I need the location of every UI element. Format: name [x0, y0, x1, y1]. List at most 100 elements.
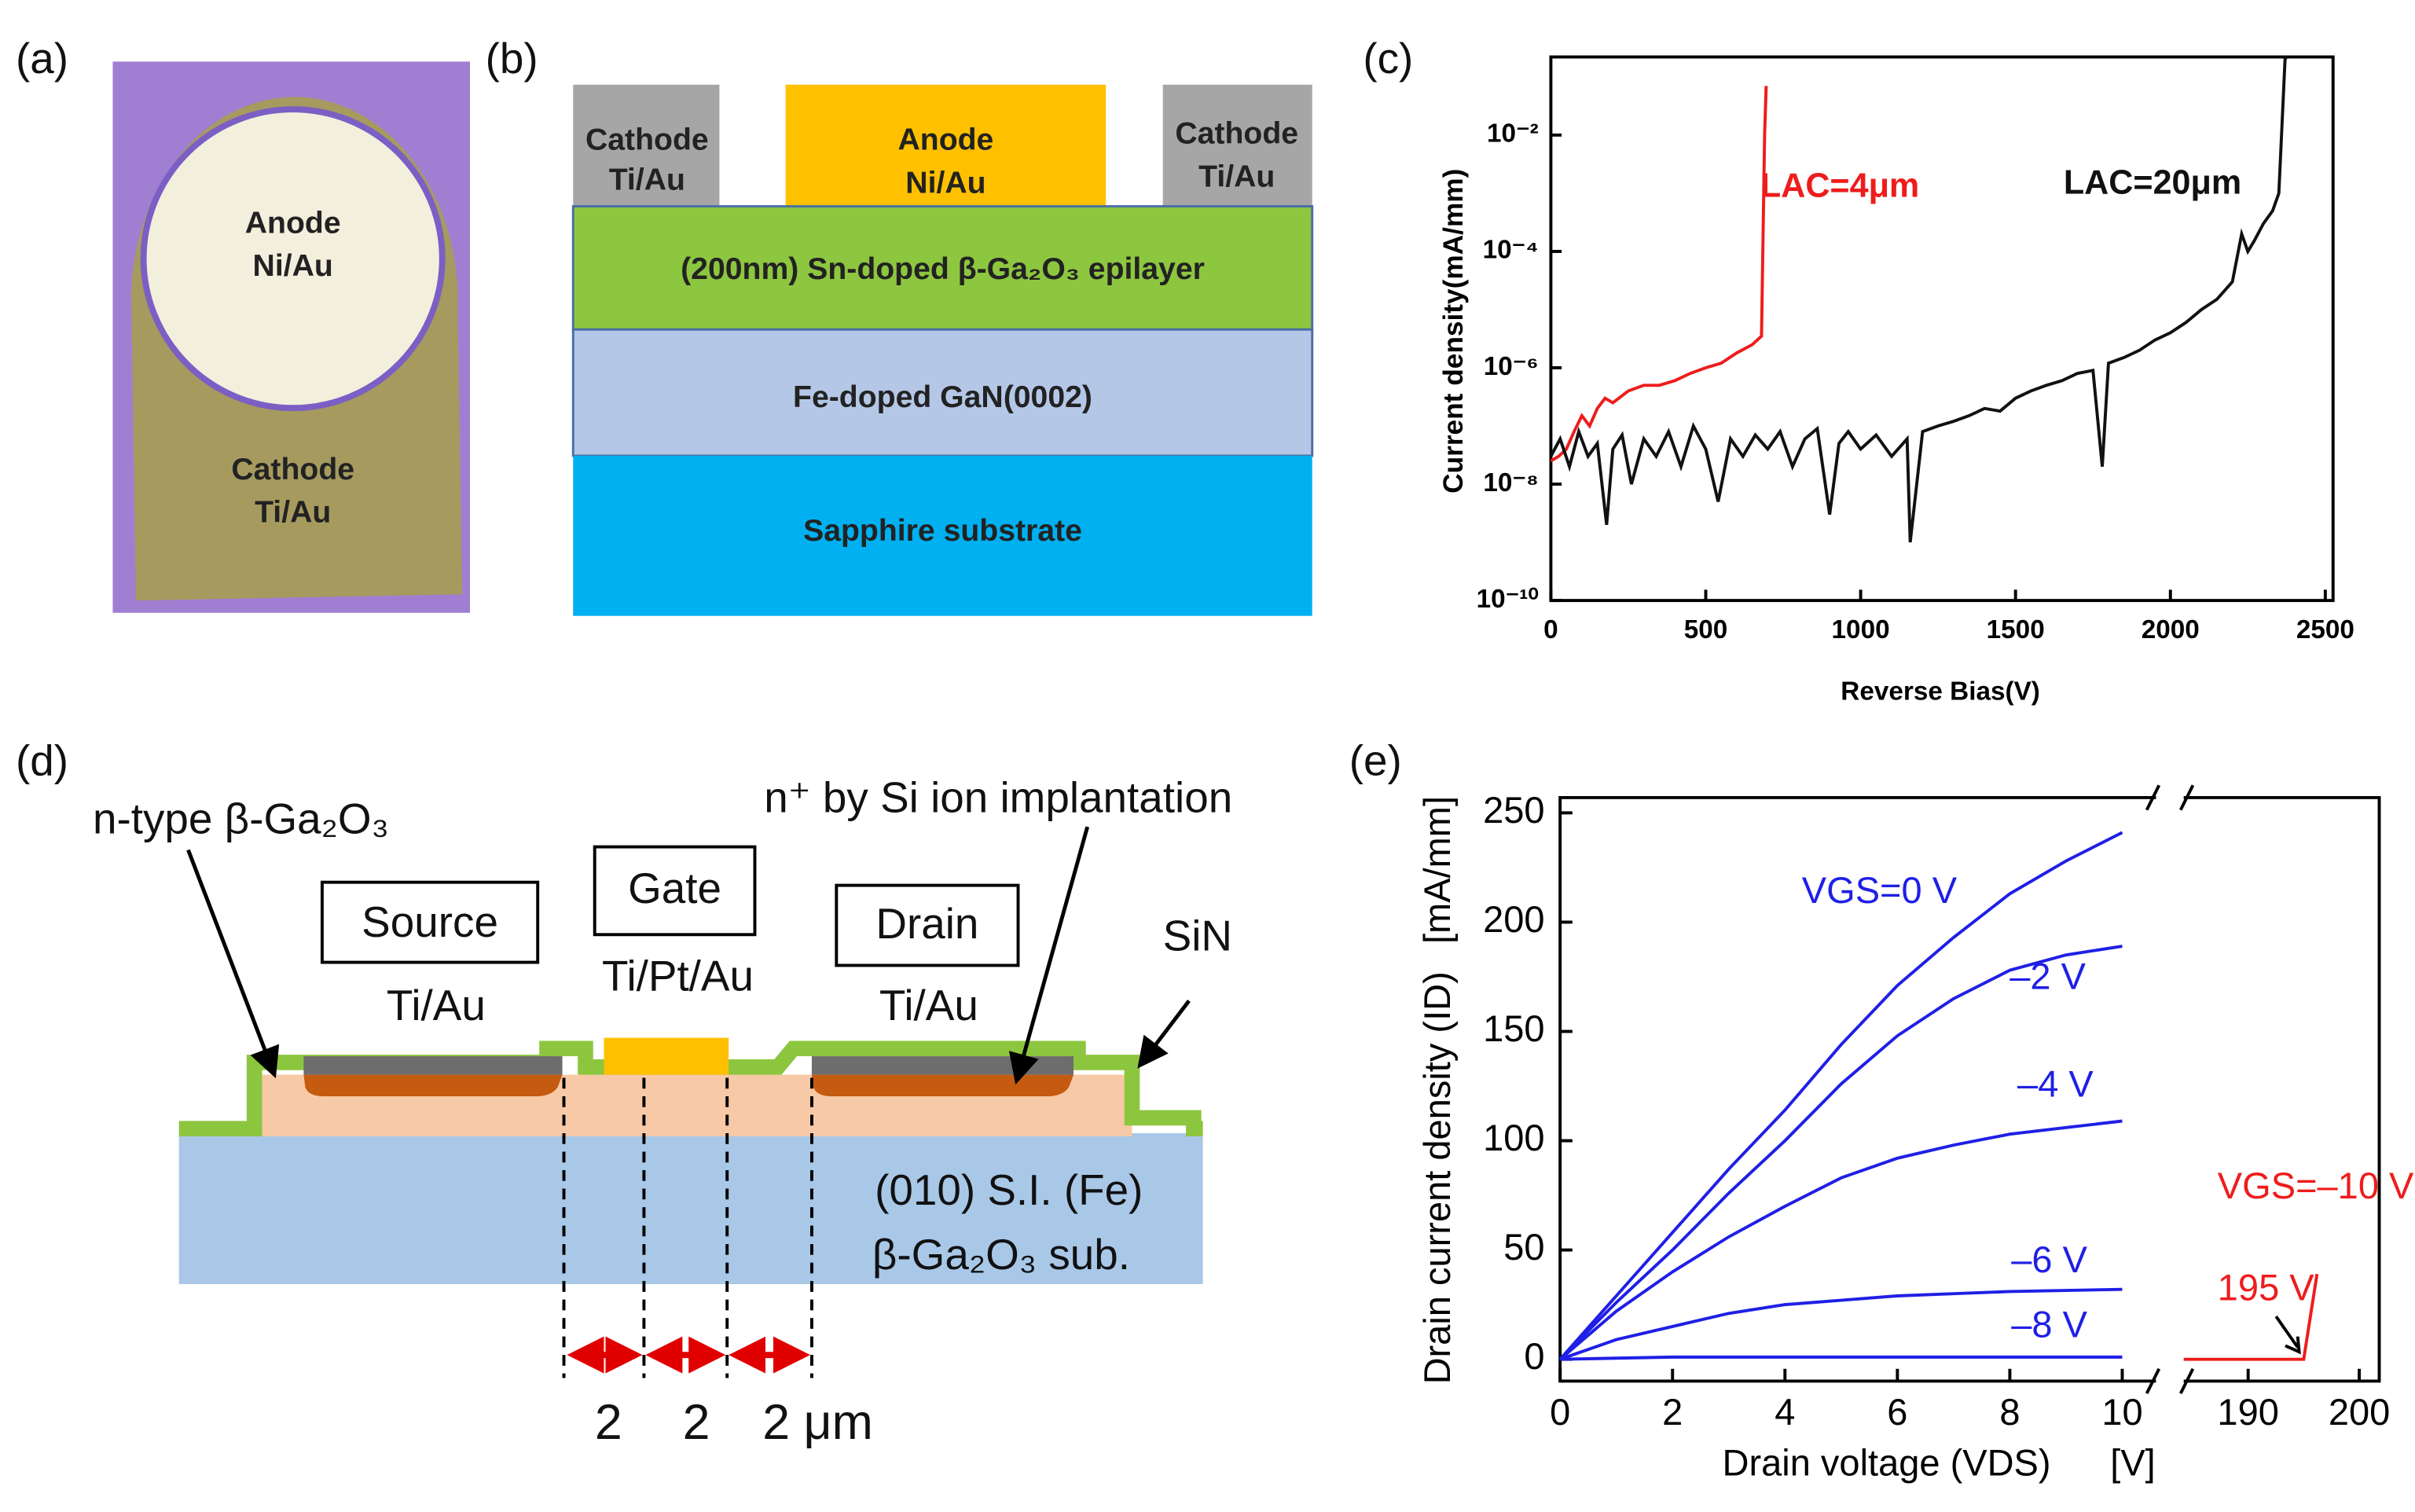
plot-frame [1558, 795, 2381, 1383]
x-axis-label: Drain voltage (VDS) [1722, 1442, 2050, 1484]
data-line [1559, 1287, 2123, 1361]
x-axis-label: Reverse Bias(V) [1841, 677, 2040, 706]
series-label: –8 V [2011, 1303, 2087, 1345]
label: Ti/Au [255, 496, 331, 530]
drain-box [835, 883, 1020, 967]
y-tick-label: 10⁻⁶ [1484, 352, 1539, 381]
x-tick-label: 190 [2217, 1391, 2278, 1433]
label: Ti/Au [1198, 160, 1275, 194]
x-tick-label: 1500 [1987, 615, 2045, 644]
series-label: VGS=–10 V [2218, 1165, 2414, 1206]
panel-label: (b) [486, 34, 538, 83]
cathode-contact [573, 84, 720, 207]
x-tick-label: 6 [1887, 1391, 1907, 1433]
implant-region [811, 1074, 1074, 1096]
x-tick-label: 200 [2329, 1391, 2390, 1433]
label: (010) S.I. (Fe) [875, 1165, 1143, 1214]
legend-label: LAC=4μm [1760, 167, 1919, 204]
x-tick-label: 2 [1662, 1391, 1683, 1433]
implant-region [303, 1074, 563, 1096]
data-line [1558, 945, 2123, 1361]
gate-box [593, 845, 757, 937]
label: 2 μm [762, 1395, 873, 1450]
series-label: –2 V [2009, 956, 2086, 997]
axis-break [2145, 784, 2195, 811]
panel-label: (a) [16, 34, 68, 83]
x-tick-label: 0 [1543, 615, 1558, 644]
y-tick-label: 0 [1524, 1335, 1544, 1377]
data-line [1550, 86, 1768, 463]
label: Ti/Au [387, 981, 486, 1029]
x-tick-label: 500 [1684, 615, 1728, 644]
y-axis-label: Current density(mA/mm) [1438, 169, 1469, 494]
y-tick-label: 100 [1483, 1117, 1544, 1158]
y-tick-label: 50 [1503, 1226, 1544, 1268]
x-tick-label: 10 [2101, 1391, 2142, 1433]
data-line [1558, 1119, 2123, 1361]
data-line [1558, 831, 2123, 1360]
annotation-arrow [2274, 1316, 2301, 1355]
source-box [320, 880, 540, 964]
label: β-Ga₂O₃ sub. [872, 1230, 1130, 1279]
data-line [1549, 56, 2288, 543]
y-tick-label: 150 [1483, 1007, 1544, 1049]
y-tick-label: 10⁻² [1487, 119, 1539, 149]
panel-label: (e) [1349, 736, 1402, 784]
label: 2 [683, 1395, 710, 1450]
series-label: –4 V [2017, 1063, 2094, 1105]
source-metal [303, 1056, 563, 1075]
callout-arrow [1008, 826, 1090, 1085]
label: Anode [897, 123, 993, 157]
label: n-type β-Ga₂O₃ [93, 795, 389, 843]
anode-contact [785, 84, 1107, 207]
data-line [1560, 1355, 2123, 1361]
substrate [178, 1133, 1203, 1285]
cathode-contact [1162, 84, 1312, 207]
label: Sapphire substrate [803, 514, 1082, 548]
y-tick-label: 10⁻⁴ [1483, 236, 1539, 265]
plot-frame [1549, 55, 2335, 603]
label: Anode [245, 206, 341, 240]
label: Cathode [231, 453, 354, 486]
panel-label: (c) [1363, 34, 1413, 83]
y-tick-label: 200 [1483, 898, 1544, 940]
label: Ni/Au [905, 166, 985, 200]
y-axis-label: Drain current density (ID) [1416, 971, 1458, 1384]
panel-label: (d) [16, 736, 68, 784]
label: Ti/Au [609, 163, 685, 197]
y-tick-label: 10⁻¹⁰ [1477, 585, 1539, 614]
label: Drain [875, 899, 978, 948]
gate-metal [604, 1037, 729, 1075]
x-tick-label: 0 [1550, 1391, 1570, 1433]
label: Source [362, 897, 498, 946]
label: 2 [595, 1395, 622, 1450]
data-line [2183, 1273, 2319, 1361]
y-tick-label: 10⁻⁸ [1483, 468, 1538, 497]
x-tick-label: 4 [1775, 1391, 1795, 1433]
label: Gate [628, 864, 721, 912]
substrate [573, 455, 1312, 616]
legend-label: LAC=20μm [2064, 164, 2241, 202]
epilayer [571, 205, 1314, 331]
callout-arrow [186, 849, 280, 1079]
label: Cathode [585, 123, 709, 157]
axis-break [2145, 1367, 2195, 1395]
x-tick-label: 1000 [1832, 615, 1890, 644]
x-tick-label: 2500 [2296, 615, 2354, 644]
label: Fe-doped GaN(0002) [793, 380, 1092, 414]
label: SiN [1163, 912, 1232, 960]
x-tick-label: 2000 [2142, 615, 2200, 644]
series-label: VGS=0 V [1802, 869, 1958, 911]
label: (200nm) Sn-doped β-Ga₂O₃ epilayer [681, 252, 1205, 286]
x-tick-label: 8 [1999, 1391, 2020, 1433]
series-label: –6 V [2011, 1239, 2087, 1280]
label: Cathode [1175, 117, 1298, 151]
y-tick-label: 250 [1483, 789, 1544, 831]
label: n⁺ by Si ion implantation [764, 773, 1232, 821]
callout-arrow [1137, 1000, 1191, 1069]
label: Ti/Pt/Au [602, 952, 754, 1000]
annotation: 195 V [2218, 1266, 2315, 1308]
label: Ti/Au [879, 981, 978, 1029]
